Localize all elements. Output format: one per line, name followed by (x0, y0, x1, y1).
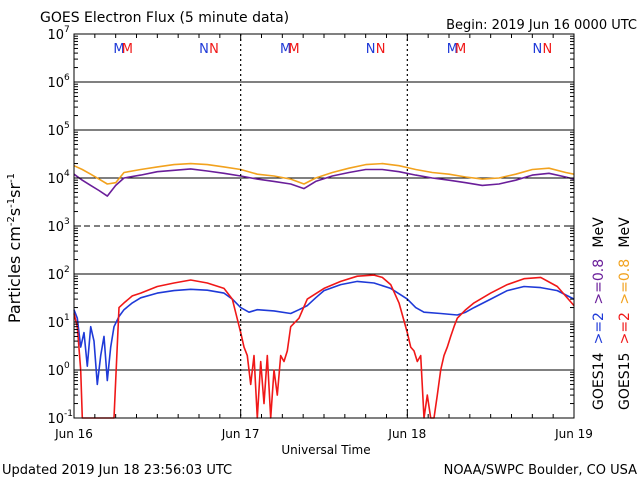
y-tick-label: 10 (47, 124, 64, 139)
right-label: GOES15 (617, 353, 633, 410)
y-axis-label: Particles cm-2s-1sr-1 (5, 173, 24, 323)
right-label: >=2 (591, 312, 607, 344)
axis-ticks (73, 33, 575, 419)
magnetopause-marker: M (122, 42, 133, 57)
y-tick-label: 10 (47, 76, 64, 91)
credit: NOAA/SWPC Boulder, CO USA (444, 463, 637, 478)
x-tick-label: Jun 16 (54, 427, 93, 441)
magnetopause-marker: N (542, 42, 552, 57)
x-axis-label: Universal Time (281, 443, 370, 457)
magnetopause-marker: M (288, 42, 299, 57)
grid-lines (74, 81, 574, 371)
y-tick-exponent: 3 (64, 217, 70, 227)
series-g15_08 (73, 162, 575, 185)
magnetopause-marker: M (455, 42, 466, 57)
magnetopause-marker: N (199, 42, 209, 57)
x-tick-label: Jun 19 (554, 427, 593, 441)
magnetopause-marker: M (447, 42, 458, 57)
y-tick-label: 10 (47, 412, 64, 427)
magnetopause-marker: N (532, 42, 542, 57)
series-layer (73, 162, 575, 419)
updated-time: Updated 2019 Jun 18 23:56:03 UTC (2, 463, 232, 478)
magnetopause-marker: M (113, 42, 124, 57)
x-tick-label: Jun 17 (221, 427, 260, 441)
magnetopause-marker: N (366, 42, 376, 57)
begin-time: Begin: 2019 Jun 16 0000 UTC (446, 18, 637, 33)
y-tick-label: 10 (47, 28, 64, 43)
y-tick-exponent: 6 (64, 73, 70, 83)
right-legend: GOES14 >=2 >=0.8 MeV GOES15 >=2 >=0.8 MeV (591, 217, 633, 410)
magnetopause-marker: M (280, 42, 291, 57)
y-tick-label: 10 (47, 364, 64, 379)
y-tick-exponent: 5 (64, 121, 70, 131)
x-tick-labels: Jun 16 Jun 17 Jun 18 Jun 19 (54, 427, 593, 441)
right-label: GOES14 (591, 352, 607, 410)
day-separators (240, 34, 408, 418)
right-label: >=2 (617, 312, 633, 344)
y-tick-exponent: 2 (64, 265, 70, 275)
y-tick-exponent: 4 (64, 169, 70, 179)
right-label: MeV (617, 217, 633, 248)
right-label: >=0.8 (617, 259, 633, 305)
magnetopause-markers: MM N N MM N N MM N N (113, 42, 552, 57)
y-tick-label: 10 (47, 268, 64, 283)
magnetopause-marker: N (209, 42, 219, 57)
y-tick-label: 10 (47, 172, 64, 187)
chart-title: GOES Electron Flux (5 minute data) (40, 10, 289, 26)
series-g15_2 (73, 274, 575, 419)
right-label: >=0.8 (591, 259, 607, 305)
series-g14_2 (73, 280, 575, 386)
y-tick-exponent: 0 (64, 361, 70, 371)
magnetopause-marker: N (376, 42, 386, 57)
right-label: MeV (591, 217, 607, 248)
series-g14_08 (73, 168, 575, 197)
y-tick-exponent: 1 (64, 313, 70, 323)
y-tick-exponent: -1 (64, 409, 73, 419)
y-tick-label: 10 (47, 220, 64, 235)
x-tick-label: Jun 18 (387, 427, 426, 441)
y-tick-exponent: 7 (64, 25, 70, 35)
y-tick-label: 10 (47, 316, 64, 331)
